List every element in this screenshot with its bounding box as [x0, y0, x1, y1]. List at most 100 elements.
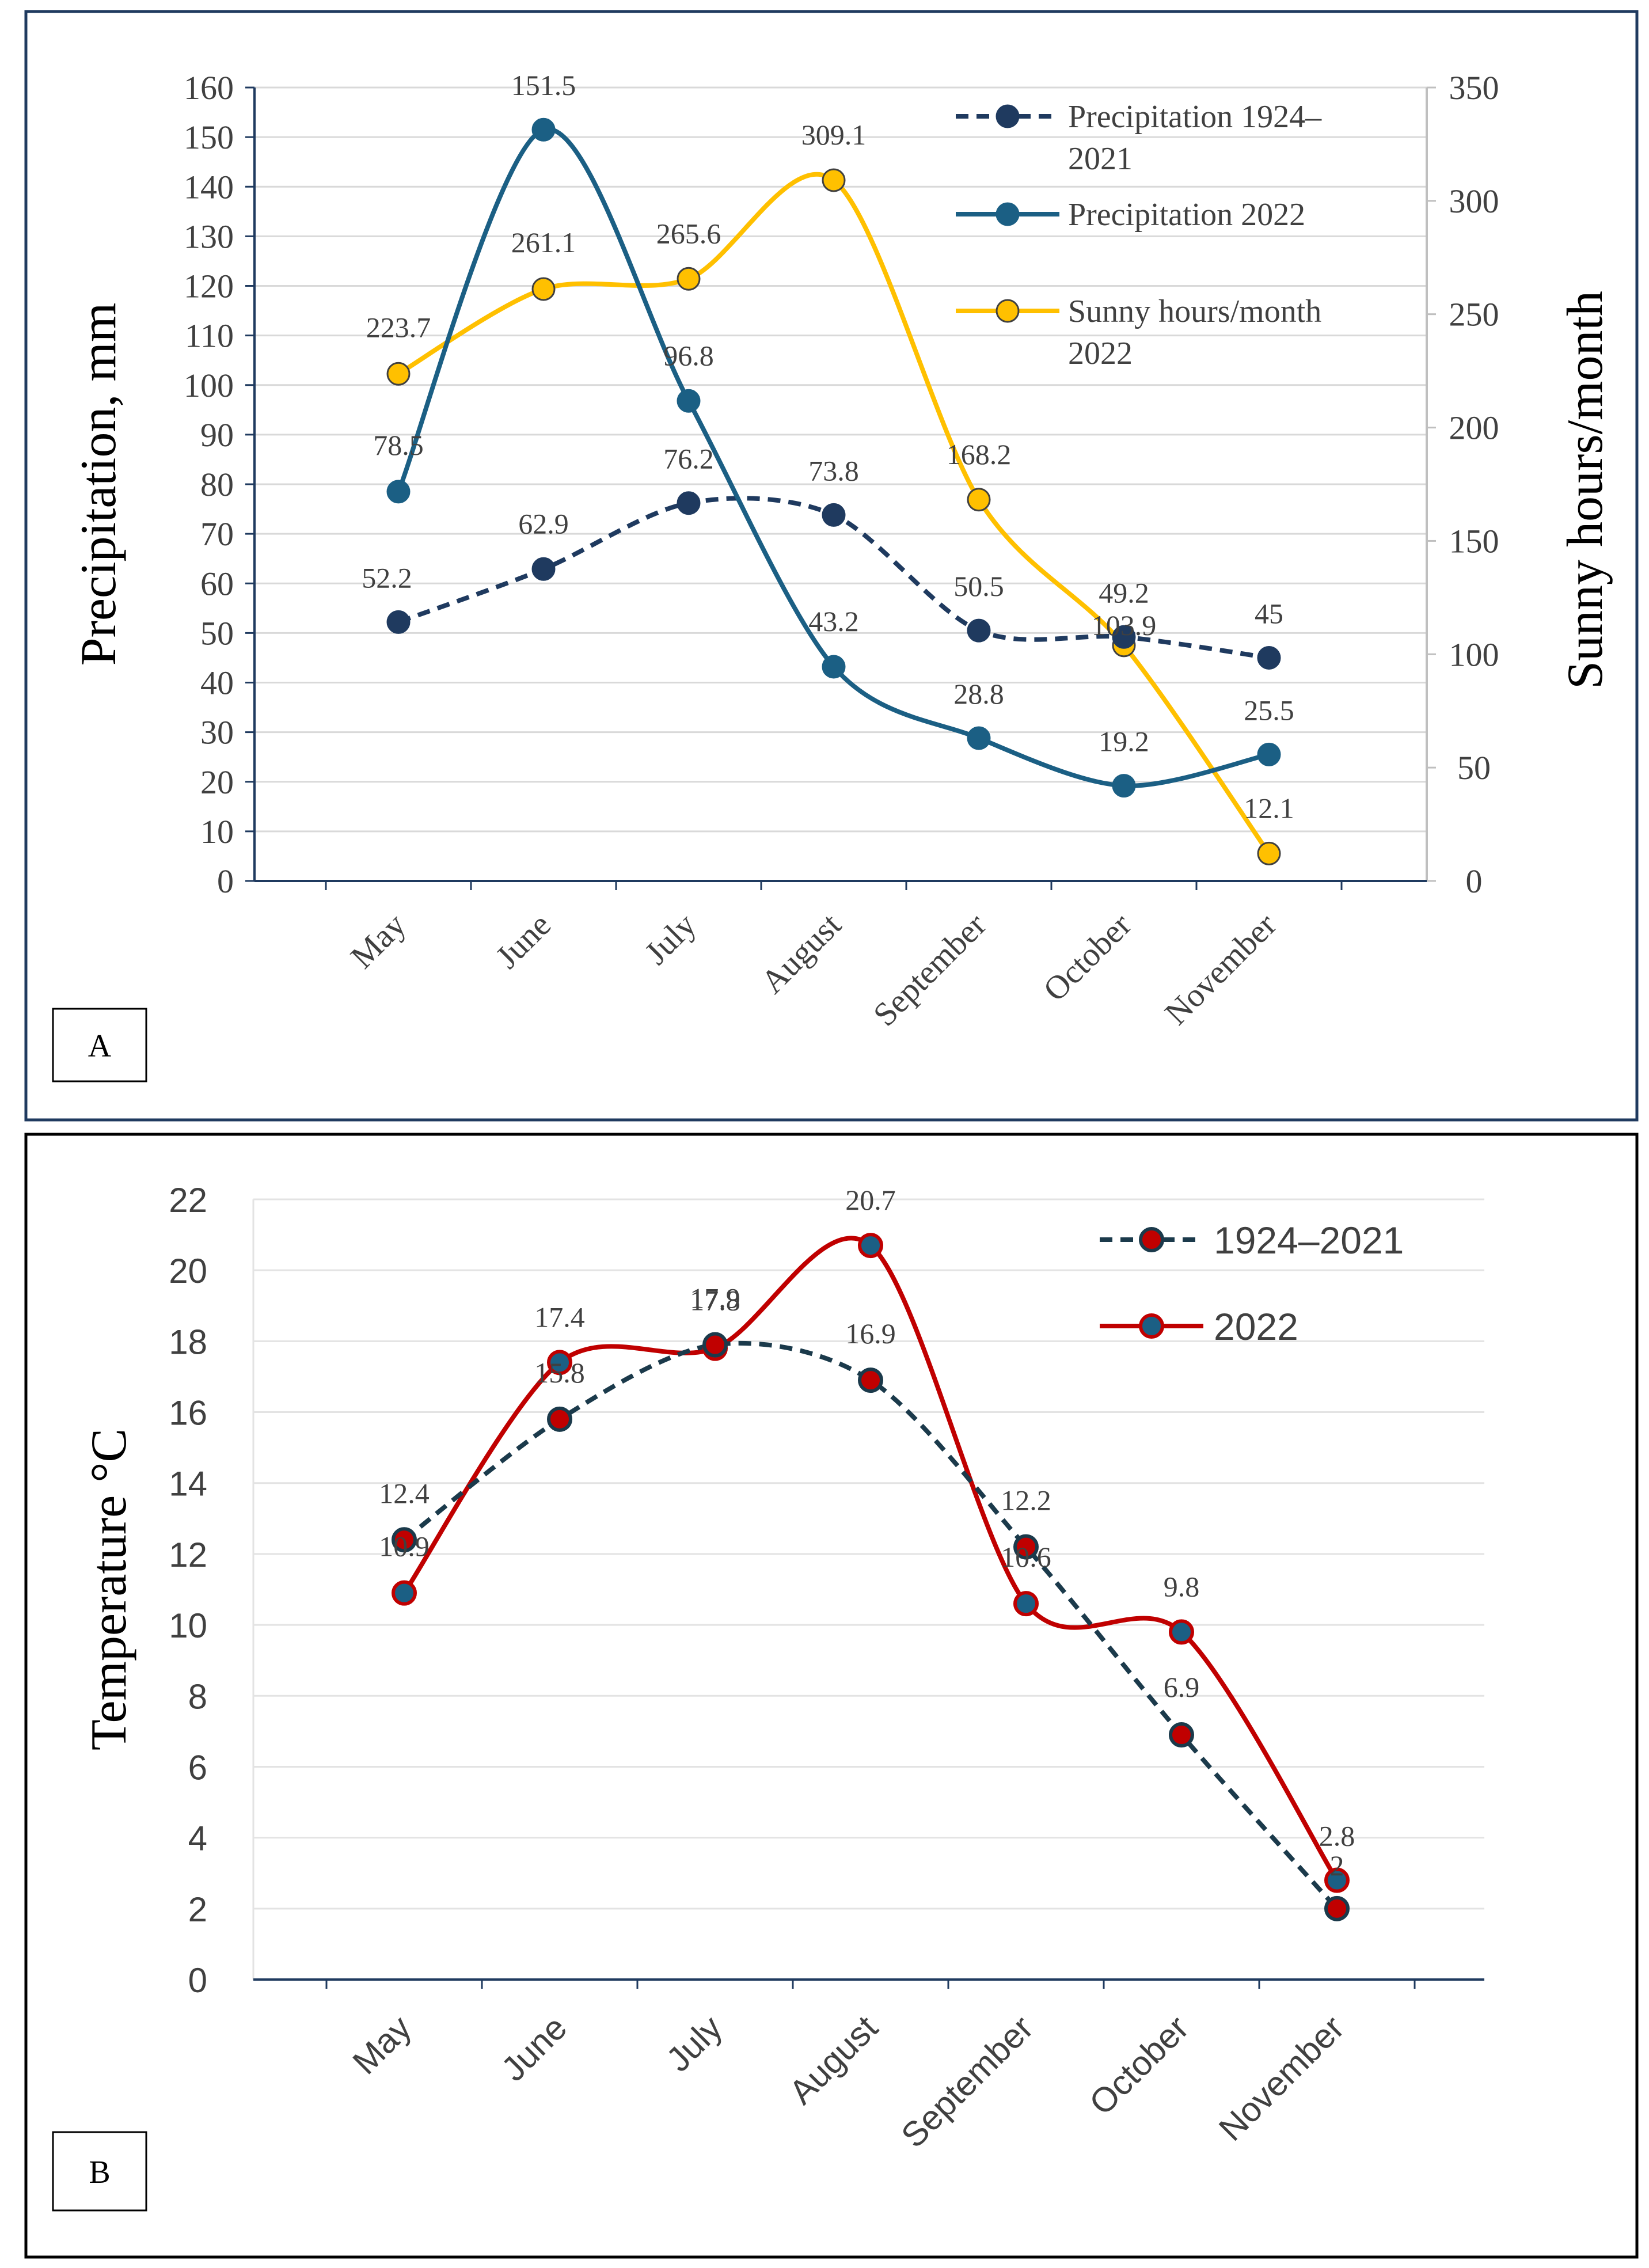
x-tick-label: September	[866, 906, 993, 1033]
y-tick-label: 22	[169, 1181, 207, 1220]
y-tick-label: 4	[188, 1819, 207, 1858]
series-2-data-label: 223.7	[366, 311, 431, 343]
y2-tick-label: 200	[1449, 409, 1499, 447]
panel-a-label-box	[52, 1008, 147, 1082]
legend-label-1: 2022	[1214, 1305, 1298, 1348]
series-0-point	[1169, 1722, 1194, 1748]
x-tick-label: November	[1211, 2008, 1351, 2148]
series-0-point	[392, 1527, 417, 1553]
series-0-point	[1257, 645, 1281, 670]
series-1-data-label: 17.8	[690, 1285, 740, 1317]
y-tick-label: 8	[188, 1677, 207, 1716]
series-0-data-label: 6.9	[1164, 1671, 1200, 1703]
panel-a-label: A	[88, 1028, 112, 1064]
y-tick-label: 80	[200, 466, 234, 503]
series-0-point	[702, 1332, 728, 1358]
series-1-data-label: 9.8	[1164, 1570, 1200, 1602]
y2-tick-label: 250	[1449, 296, 1499, 333]
y2-tick-label: 150	[1449, 522, 1499, 560]
series-0-point	[677, 491, 701, 515]
series-2-data-label: 103.9	[1092, 609, 1157, 641]
legend-a: Precipitation 1924– 2021 Precipitation 202…	[956, 99, 1322, 371]
x-tick-label: June	[494, 2008, 574, 2088]
series-2-point	[967, 488, 991, 512]
y-tick-label: 100	[184, 367, 234, 404]
series-1-data-label: 151.5	[511, 69, 576, 101]
y-tick-label: 60	[200, 565, 234, 602]
legend-marker-0	[996, 104, 1020, 128]
series-2-point	[822, 168, 846, 192]
legend-label-2: Sunny hours/month	[1068, 294, 1321, 329]
series-0-data-label: 15.8	[534, 1357, 585, 1389]
series-1-data-label: 2.8	[1319, 1820, 1355, 1852]
series-1-point	[1324, 1867, 1350, 1893]
series-0-data-label: 52.2	[362, 561, 412, 594]
series-2-data-label: 261.1	[511, 226, 576, 259]
y-tick-label: 0	[188, 1961, 207, 2000]
series-1-data-label: 78.5	[373, 429, 424, 461]
y-tick-label: 6	[188, 1748, 207, 1787]
series-0-point	[386, 610, 411, 634]
series-1-data-label: 17.4	[534, 1301, 585, 1333]
legend-b: 1924–2021 2022	[1100, 1219, 1404, 1348]
y-tick-label: 90	[200, 416, 234, 454]
series-1-point	[386, 480, 411, 504]
series-0-point	[967, 618, 991, 643]
y-tick-label: 20	[169, 1252, 207, 1290]
series-0-point	[531, 557, 556, 581]
y-tick-label: 14	[169, 1465, 207, 1503]
x-tick-label: June	[488, 906, 558, 975]
series-0-point	[547, 1406, 572, 1432]
series-0-data-label: 76.2	[663, 443, 714, 475]
series-2-data-label: 168.2	[947, 438, 1012, 470]
series-0-data-label: 17.9	[690, 1282, 740, 1315]
series-0-data-label: 12.2	[1001, 1484, 1051, 1517]
x-tick-label: July	[659, 2008, 729, 2079]
y-tick-label: 40	[200, 664, 234, 702]
legend-label-0: 1924–2021	[1214, 1219, 1404, 1262]
series-1-point	[822, 655, 846, 679]
y-tick-label: 30	[200, 714, 234, 751]
series-1-data-label: 20.7	[845, 1184, 896, 1216]
y-tick-label: 110	[185, 317, 234, 355]
y-tick-label: 70	[200, 515, 234, 553]
x-tick-label: September	[894, 2008, 1040, 2155]
series-2-point	[386, 362, 411, 386]
series-0-data-label: 45	[1255, 597, 1283, 629]
series-0-point	[822, 503, 846, 527]
y-tick-label: 120	[184, 268, 234, 305]
legend-label-0: Precipitation 1924–	[1068, 99, 1322, 135]
series-1-data-label: 43.2	[808, 605, 859, 637]
series-1-point	[392, 1580, 417, 1606]
legend-marker-2	[996, 299, 1020, 323]
y-tick-label: 12	[169, 1536, 207, 1574]
series-1-data-label: 96.8	[663, 339, 714, 371]
series-2-data-label: 265.6	[656, 217, 721, 249]
legend-marker-1	[1139, 1313, 1164, 1339]
legend-label-1: Precipitation 2022	[1068, 197, 1305, 233]
series-1-point	[677, 389, 701, 413]
legend-label-0-cont: 2021	[1068, 141, 1133, 177]
series-0-data-label: 62.9	[518, 507, 569, 540]
series-0-point	[1013, 1534, 1039, 1560]
series-1-data-label: 28.8	[953, 678, 1004, 710]
y-tick-label: 140	[184, 168, 234, 206]
panel-b-label-box	[52, 2131, 147, 2212]
series-line-1	[396, 127, 1270, 788]
series-1-point	[1112, 774, 1136, 798]
y-tick-label: 160	[184, 69, 234, 107]
series-2-data-label: 309.1	[801, 119, 867, 151]
series-1-point	[547, 1350, 572, 1376]
y-tick-label: 10	[169, 1606, 207, 1645]
y2-tick-label: 350	[1449, 69, 1499, 107]
y-tick-label: 16	[169, 1394, 207, 1433]
series-2-point	[531, 277, 556, 301]
series-0-point	[858, 1367, 883, 1393]
x-tick-label: August	[754, 906, 848, 1000]
y2-tick-label: 300	[1449, 183, 1499, 220]
y-tick-label: 130	[184, 218, 234, 255]
y-tick-label: 2	[188, 1890, 207, 1929]
x-tick-label: November	[1157, 906, 1283, 1032]
